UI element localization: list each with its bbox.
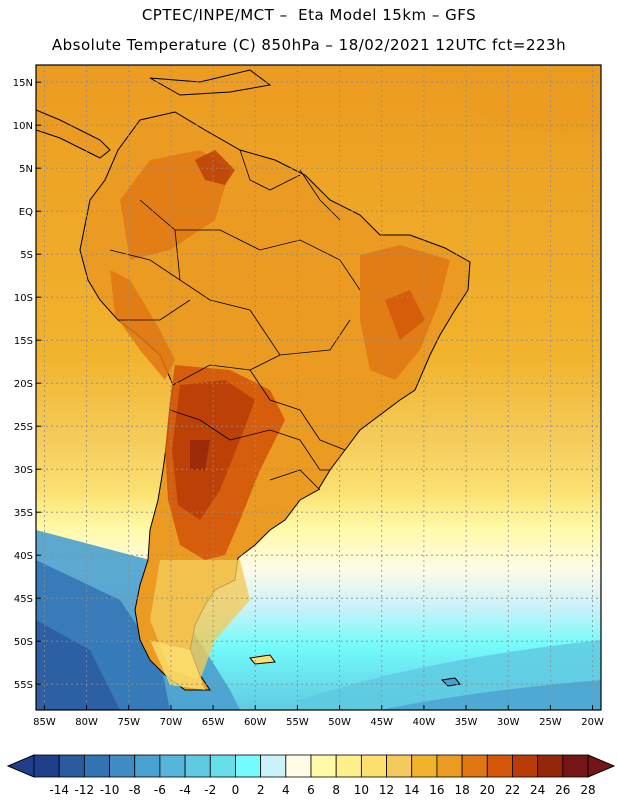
colorbar-label: 14 [404,783,419,797]
colorbar-swatch [159,754,186,778]
map-plot-area [36,65,601,710]
longitude-label: 50W [328,717,351,728]
hotter-zone-brazil-ne [385,290,425,340]
colorbar-label: 12 [379,783,394,797]
latitude-label: 30S [14,465,33,476]
colorbar-swatch [83,754,110,778]
colorbar-label: -6 [154,783,166,797]
longitude-label: 60W [244,717,267,728]
colorbar-min-arrow [6,754,35,778]
colorbar-label: 24 [530,783,545,797]
colorbar-label: 6 [307,783,315,797]
colorbar-label: 28 [580,783,595,797]
latitude-label: 5S [20,250,33,261]
warm-ocean-ne [420,65,601,133]
longitude-label: 45W [370,717,393,728]
map-title: CPTEC/INPE/MCT – Eta Model 15km – GFS [141,6,477,24]
longitude-label: 25W [539,717,562,728]
longitude-label: 65W [202,717,225,728]
hottest-zone-chaco [172,380,255,520]
colder-ocean-se [380,680,601,710]
longitude-label: 85W [33,717,56,728]
colorbar-swatch [109,754,136,778]
latitude-label: 35S [14,508,33,519]
latitude-label: 15N [13,78,33,89]
colorbar-label: -2 [204,783,216,797]
latitude-label: 40S [14,551,33,562]
colorbar-swatch [335,754,362,778]
colorbar-label: -12 [75,783,95,797]
hottest-zone-venezuela [195,150,235,185]
colorbar-swatch [537,754,564,778]
colorbar-swatch [486,754,513,778]
colorbar-swatch [310,754,337,778]
longitude-label: 20W [581,717,604,728]
colorbar-label: 22 [505,783,520,797]
longitude-label: 55W [286,717,309,728]
colorbar-swatch [411,754,438,778]
colorbar-swatch [134,754,161,778]
map-graticule [36,65,601,710]
colorbar-max-arrow [587,754,616,778]
colorbar-label: 0 [232,783,240,797]
colorbar-label: 18 [454,783,469,797]
map-subtitle: Absolute Temperature (C) 850hPa – 18/02/… [51,36,567,54]
latitude-label: 25S [14,422,33,433]
colorbar-label: 2 [257,783,265,797]
colorbar-swatch [461,754,488,778]
latitude-label: 55S [14,680,33,691]
colorbar-label: -10 [100,783,120,797]
colorbar-swatch [209,754,236,778]
latitude-label: 50S [14,637,33,648]
colorbar-label: 26 [555,783,570,797]
latitude-label: 10S [14,293,33,304]
colorbar-label: -4 [179,783,191,797]
country-borders [109,149,361,491]
central-america-land [36,109,111,159]
colorbar-swatch [58,754,85,778]
colorbar-label: 16 [429,783,444,797]
colorbar-swatch [562,754,589,778]
longitude-label: 75W [117,717,140,728]
colorbar-label: -14 [49,783,69,797]
colorbar-swatch [184,754,211,778]
longitude-label: 40W [413,717,436,728]
colorbar-swatch [436,754,463,778]
latitude-label: 10N [13,121,33,132]
map-frame [35,64,602,711]
colorbar-swatch [260,754,287,778]
colorbar-swatch [386,754,413,778]
latitude-label: 45S [14,594,33,605]
colorbar-swatch [512,754,539,778]
colorbar-label: 4 [282,783,290,797]
longitude-label: 80W [75,717,98,728]
latitude-label: 20S [14,379,33,390]
tierra-del-fuego-zone [150,640,205,690]
colorbar-swatch [360,754,387,778]
colorbar-label: 20 [480,783,495,797]
longitude-label: 70W [160,717,183,728]
colorbar-label: 10 [354,783,369,797]
latitude-label: 15S [14,336,33,347]
colorbar: -14 -12 -10 -8 -6 -4 -2 0 2 4 6 8 10 12 14 16 18 20 22 24 26… [6,754,616,797]
hot-zone-north [120,150,230,260]
colorbar-label: 8 [332,783,340,797]
colorbar-label: -8 [129,783,141,797]
caribbean-islands [149,69,272,96]
latitude-label: EQ [19,207,33,218]
colorbar-swatch [285,754,312,778]
falkland-islands [249,654,276,665]
peak-heat-zone [190,440,210,470]
longitude-label: 35W [455,717,478,728]
coldest-ocean-sw [36,620,120,710]
longitude-label: 30W [497,717,520,728]
latitude-label: 5N [19,164,33,175]
colorbar-swatch [33,754,60,778]
axis-ticks: 15N 10N 5N EQ 5S 10S 15S 20S 25S 30S 35S 40S 45S 50S 5… [13,78,604,728]
colorbar-swatch [235,754,262,778]
